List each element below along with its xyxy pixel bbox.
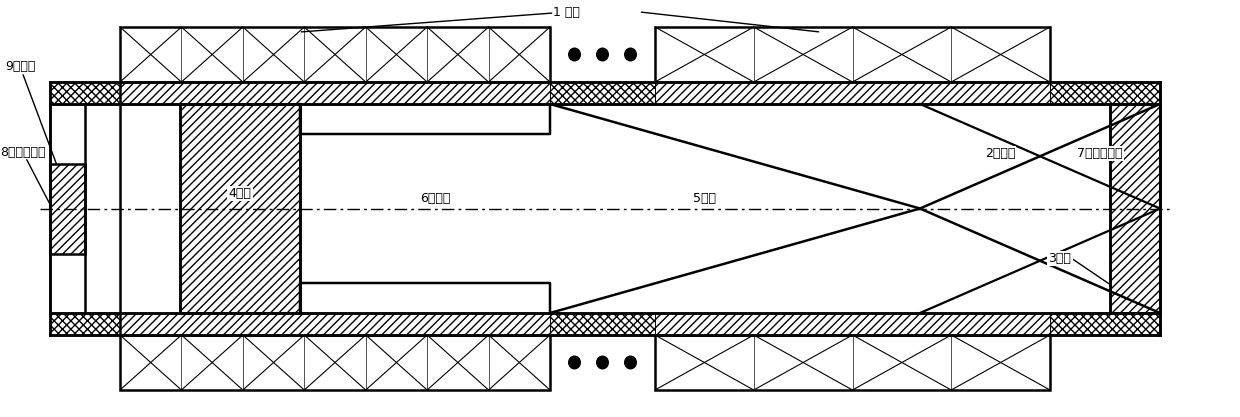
Ellipse shape (568, 356, 582, 369)
Text: 2发射筒: 2发射筒 (985, 147, 1016, 160)
Bar (50, 313, 120, 335)
Bar (120, 335, 551, 390)
Bar (655, 335, 1050, 390)
Ellipse shape (596, 356, 609, 369)
Bar (50, 163, 86, 254)
Bar (655, 313, 1050, 335)
Text: 1 线圈: 1 线圈 (301, 5, 580, 32)
Bar (120, 82, 1159, 104)
Bar (120, 313, 551, 335)
Text: 6适配器: 6适配器 (420, 192, 450, 205)
Bar (120, 82, 551, 104)
Text: 9连接器: 9连接器 (5, 60, 60, 172)
Ellipse shape (596, 48, 609, 61)
Bar (655, 82, 1050, 104)
Bar (180, 104, 300, 313)
Bar (120, 27, 551, 82)
Text: 8尾部减速器: 8尾部减速器 (0, 146, 60, 222)
Ellipse shape (624, 356, 637, 369)
Bar (120, 313, 1159, 335)
Bar (50, 82, 120, 104)
Text: 5载荷: 5载荷 (693, 192, 717, 205)
Text: 4电枢: 4电枢 (228, 187, 252, 200)
Ellipse shape (624, 48, 637, 61)
Bar (50, 104, 1159, 313)
Bar (1110, 104, 1159, 313)
Text: 3封装: 3封装 (1049, 252, 1071, 265)
Bar (655, 27, 1050, 82)
Text: 7头部减速器: 7头部减速器 (1078, 147, 1122, 160)
Polygon shape (300, 104, 920, 313)
Ellipse shape (568, 48, 582, 61)
